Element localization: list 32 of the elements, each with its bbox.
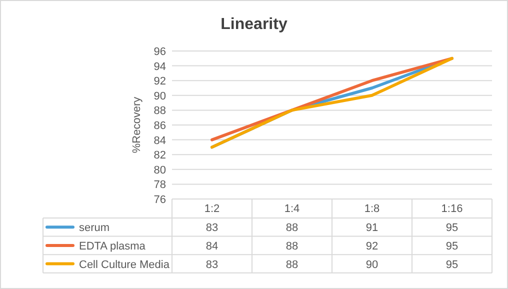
data-label: 95: [446, 222, 458, 234]
y-tick-label: 78: [154, 179, 166, 192]
y-tick-label: 82: [154, 150, 166, 162]
y-tick-label: 94: [154, 60, 166, 73]
y-tick-label: 92: [154, 76, 166, 88]
data-label: 88: [286, 258, 298, 271]
x-tick-label: 1:4: [284, 203, 300, 215]
data-label: 88: [286, 222, 298, 234]
data-label: 95: [446, 258, 458, 271]
data-label: 95: [446, 240, 458, 252]
legend-label: EDTA plasma: [79, 240, 146, 252]
x-tick-label: 1:8: [364, 203, 380, 215]
y-tick-label: 80: [154, 164, 166, 176]
y-axis-title: %Recovery: [131, 96, 143, 154]
y-tick-label: 90: [154, 90, 166, 102]
data-label: 91: [366, 222, 378, 234]
data-label: 83: [206, 222, 218, 234]
data-label: 88: [286, 240, 298, 252]
data-label: 83: [206, 258, 218, 271]
data-label: 84: [206, 240, 218, 252]
y-tick-label: 84: [154, 134, 166, 147]
legend-label: Cell Culture Media: [79, 258, 170, 271]
y-tick-label: 88: [154, 105, 166, 118]
legend-label: serum: [79, 222, 110, 234]
data-label: 92: [366, 240, 378, 252]
y-tick-label: 76: [154, 194, 166, 206]
y-tick-label: 96: [154, 46, 166, 58]
chart-title: Linearity: [220, 16, 288, 33]
x-tick-label: 1:2: [204, 203, 220, 215]
y-tick-label: 86: [154, 120, 166, 132]
data-label: 90: [366, 258, 378, 271]
x-tick-label: 1:16: [441, 203, 463, 215]
